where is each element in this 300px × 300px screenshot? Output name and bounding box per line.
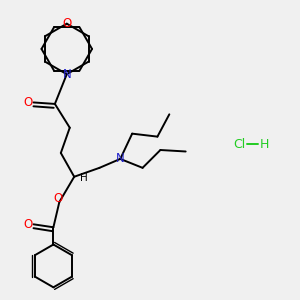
Text: O: O [23, 96, 33, 109]
Text: Cl: Cl [233, 138, 245, 151]
Text: N: N [116, 152, 125, 165]
Text: H: H [80, 173, 88, 183]
Text: H: H [260, 138, 269, 151]
Text: O: O [53, 192, 62, 205]
Text: N: N [62, 68, 71, 81]
Text: O: O [23, 218, 33, 231]
Text: O: O [62, 17, 71, 30]
